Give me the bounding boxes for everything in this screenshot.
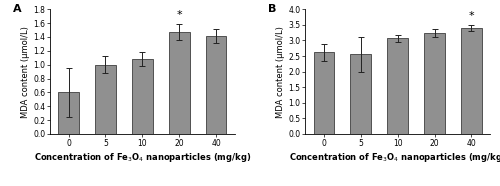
Bar [388,38,407,134]
Bar [132,59,152,134]
Y-axis label: MDA content (μmol/L): MDA content (μmol/L) [21,26,30,118]
Bar [96,65,116,134]
Text: *: * [176,10,182,20]
Text: A: A [13,4,22,14]
X-axis label: Concentration of Fe$_3$O$_4$ nanoparticles (mg/kg): Concentration of Fe$_3$O$_4$ nanoparticl… [34,150,251,163]
Bar [424,33,444,134]
Bar [350,54,371,134]
Bar [169,32,190,134]
Bar [206,36,227,134]
Text: *: * [468,11,474,21]
Bar [58,92,78,134]
Bar [314,52,334,134]
X-axis label: Concentration of Fe$_3$O$_4$ nanoparticles (mg/kg): Concentration of Fe$_3$O$_4$ nanoparticl… [289,150,500,163]
Text: B: B [268,4,276,14]
Y-axis label: MDA content (μmol/L): MDA content (μmol/L) [276,26,285,118]
Bar [462,28,481,134]
